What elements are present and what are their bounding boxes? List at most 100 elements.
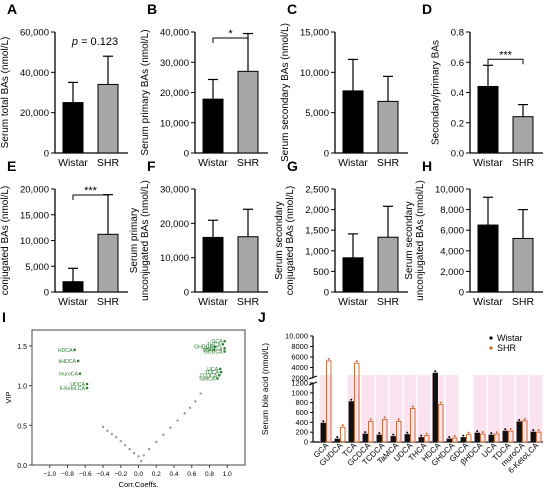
- bar-shr: [377, 100, 399, 154]
- bar-shr: [452, 437, 458, 443]
- y-tick-label: 4,000: [440, 246, 464, 257]
- y-tick-label: 0: [459, 288, 464, 299]
- y-axis-label: Serum primary BAs (nmol/L): [140, 29, 151, 155]
- bar-wistar: [418, 437, 424, 443]
- y-tick-label: 0.4: [451, 88, 464, 99]
- scatter-point: [155, 440, 158, 444]
- bar-shr: [494, 433, 500, 443]
- scatter-point: [142, 454, 146, 457]
- y-tick-label: 2,000: [440, 267, 464, 278]
- bar-shr: [382, 418, 388, 443]
- bar-wistar: [477, 85, 499, 154]
- x-axis-label: Corr.Coeffs.: [119, 480, 159, 489]
- bar-wistar: [320, 422, 326, 443]
- p-value-annotation: p = 0.123: [71, 36, 118, 48]
- panel-letter: E: [7, 158, 16, 174]
- scatter-point: [199, 392, 202, 395]
- y-tick-label: 800: [295, 398, 308, 407]
- data-dot: [327, 357, 330, 360]
- x-tick-label: 1.0: [223, 471, 232, 478]
- bar-wistar: [362, 433, 368, 443]
- y-tick-label: 1.5: [17, 344, 27, 351]
- data-dot: [509, 428, 512, 431]
- scatter-point-labeled: [221, 342, 225, 346]
- significance-bracket: [212, 37, 249, 43]
- y-tick-label: 2,500: [305, 185, 329, 196]
- bar-shr: [97, 233, 119, 293]
- legend-marker-shr: [489, 346, 493, 350]
- bar-wistar: [460, 437, 466, 443]
- y-tick-label: 1000: [291, 388, 308, 397]
- x-tick-label: 0.6: [187, 471, 196, 478]
- panel-letter: F: [147, 158, 156, 174]
- bar-wistar: [342, 257, 364, 293]
- y-tick-label: 15,000: [300, 28, 329, 39]
- y-tick-label: 40,000: [20, 68, 49, 79]
- bar-wistar: [334, 438, 340, 443]
- y-tick-label: 600: [295, 408, 308, 417]
- scatter-point-labeled: [213, 345, 217, 348]
- highlight-band: [389, 375, 403, 442]
- x-tick-label: 0.2: [152, 471, 161, 478]
- scatter-point-labeled: [223, 350, 226, 353]
- data-dot: [518, 418, 521, 421]
- scatter-point: [115, 436, 118, 439]
- scatter-point: [110, 432, 114, 436]
- scatter-point-labeled: [223, 346, 226, 350]
- data-dot: [462, 434, 465, 437]
- y-tick-label: 1,500: [305, 226, 329, 237]
- highlight-band: [417, 375, 431, 442]
- bar-shr: [377, 236, 399, 293]
- highlight-band: [529, 375, 543, 442]
- y-tick-label: 10,000: [160, 253, 189, 264]
- scatter-point-labeled: [78, 372, 82, 375]
- y-tick-label: 40,000: [160, 28, 189, 39]
- bar-shr: [466, 434, 472, 443]
- panel-d: D 0.0 0.2 0.4 0.6 0.8 Secondary/primary BAs Wis…: [422, 1, 543, 169]
- y-axis-label: Serum secondary: [404, 201, 415, 279]
- bar-wistar: [202, 236, 224, 293]
- data-dot: [495, 431, 498, 434]
- x-tick-label: Wistar: [338, 296, 368, 308]
- data-dot: [434, 370, 437, 373]
- scatter-point: [162, 433, 165, 437]
- point-label: THCA: [207, 342, 222, 348]
- bar-wistar: [62, 102, 84, 154]
- panel-f: F 0 10,000 20,000 30,000 Serum primary unconju…: [129, 158, 268, 308]
- panel-c: C 0 5,000 10,000 15,000 Serum secondary BAs (…: [280, 1, 408, 169]
- y-axis-label: Serum secondary: [274, 201, 285, 279]
- y-tick-label: 10,000: [160, 118, 189, 129]
- data-dot: [369, 418, 372, 421]
- y-tick-label: 1.0: [17, 384, 27, 391]
- bar-shr: [354, 362, 360, 443]
- x-tick-label: Wistar: [58, 157, 88, 169]
- data-dot: [532, 429, 535, 432]
- y-tick-label: 2000: [291, 374, 308, 383]
- bar-wistar: [516, 421, 522, 443]
- scatter-point-labeled: [216, 377, 219, 380]
- y-tick-label: 0: [44, 288, 49, 299]
- x-tick-label: SHR: [237, 157, 260, 169]
- scatter-point: [137, 455, 140, 458]
- y-tick-label: 0: [304, 438, 308, 447]
- bar-shr: [237, 70, 259, 154]
- bar-shr: [237, 236, 259, 293]
- highlight-band: [487, 375, 501, 442]
- data-dot: [504, 428, 507, 431]
- y-tick-label: 1,000: [305, 246, 329, 257]
- highlight-band: [445, 375, 459, 442]
- data-dot: [397, 418, 400, 421]
- panel-letter: B: [147, 1, 157, 17]
- y-tick-label: 0.2: [451, 118, 464, 129]
- bar-shr: [480, 433, 486, 443]
- highlight-band: [473, 375, 487, 442]
- scatter-point: [128, 447, 131, 451]
- scatter-point: [132, 451, 136, 455]
- highlight-band: [375, 375, 389, 442]
- bar-wistar: [530, 431, 536, 443]
- x-tick-label: SHR: [377, 157, 400, 169]
- point-label: HDCA: [58, 348, 73, 354]
- x-tick-label: −1.0: [43, 471, 56, 478]
